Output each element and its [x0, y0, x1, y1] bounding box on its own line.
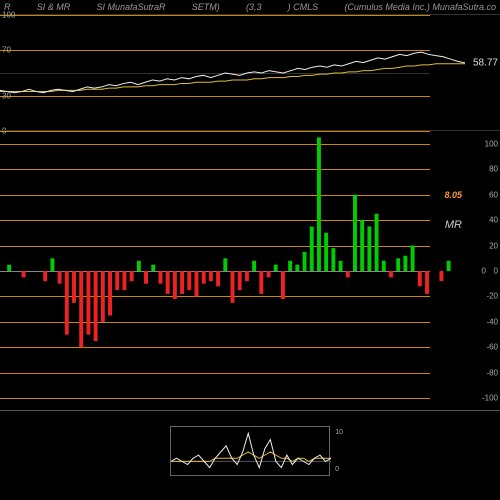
- axis-label: 100: [2, 11, 15, 20]
- axis-label: 100: [485, 139, 498, 148]
- header-munafa: SI MunafaSutraR: [96, 2, 165, 12]
- axis-label-zero: 0: [494, 267, 498, 276]
- header-company: (Cumulus Media Inc.) MunafaSutra.co: [344, 2, 496, 12]
- axis-label: -20: [486, 292, 498, 301]
- header-setm: SETM): [192, 2, 220, 12]
- header-si-mr: SI & MR: [37, 2, 71, 12]
- mini-axis-bottom: 0: [335, 466, 339, 473]
- axis-label: 80: [489, 165, 498, 174]
- mini-panel: 10 0: [0, 410, 500, 490]
- axis-label: 30: [2, 92, 11, 101]
- axis-label: -80: [486, 368, 498, 377]
- axis-label: 70: [2, 45, 11, 54]
- header-val: (3,3: [246, 2, 262, 12]
- axis-label: -40: [486, 317, 498, 326]
- header-cmls: ) CMLS: [288, 2, 319, 12]
- chart-header: R SI & MR SI MunafaSutraR SETM) (3,3 ) C…: [0, 0, 500, 14]
- axis-label: -60: [486, 343, 498, 352]
- mini-line-chart: [171, 427, 331, 477]
- axis-label: 60: [489, 190, 498, 199]
- rsi-value-callout: 58.77: [471, 57, 500, 68]
- mr-panel: MR 8.05 -100 -80 -60 -40 -20 00 20 40 60 80 100: [0, 130, 500, 410]
- rsi-line-chart: [0, 15, 465, 131]
- axis-label: -100: [482, 394, 498, 403]
- mini-axis-top: 10: [335, 429, 343, 436]
- mr-label: MR: [445, 219, 462, 231]
- axis-label-zero: 0: [482, 267, 486, 276]
- axis-label: 40: [489, 216, 498, 225]
- mini-chart: 10 0: [170, 426, 330, 476]
- rsi-panel: 58.77 03070100: [0, 14, 500, 130]
- mr-value-highlight: 8.05: [444, 190, 462, 200]
- mr-bar-chart: [0, 131, 465, 411]
- axis-label: 20: [489, 241, 498, 250]
